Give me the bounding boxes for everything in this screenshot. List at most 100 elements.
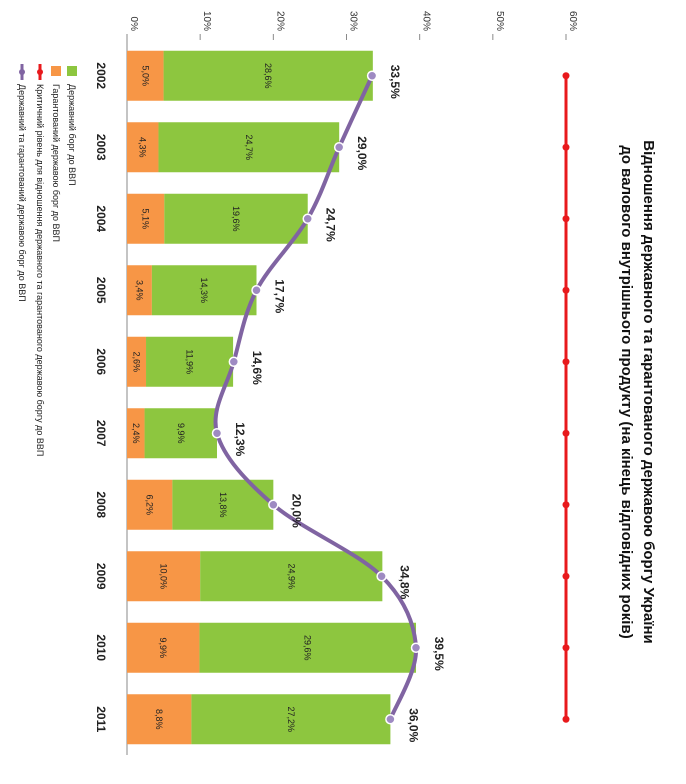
total-debt-marker bbox=[268, 499, 279, 510]
value-tick-label: 60% bbox=[567, 11, 578, 31]
category-axis-labels: 2002 2003 2004 2005 2006 2007 2008 2009 2010 2011 bbox=[94, 62, 108, 732]
total-series: 33,5% 29,0% 24,7% 17,7% 14,6% 12,3% 20,0% 34,8%… bbox=[211, 65, 446, 743]
data-label-state-debt: 13,8% bbox=[218, 492, 228, 518]
chart-title: Відношення державного та гарантованого д… bbox=[618, 140, 657, 644]
total-debt-marker bbox=[366, 70, 378, 81]
legend-label: Державний борг до ВВП bbox=[67, 84, 77, 186]
category-label: 2008 bbox=[94, 491, 108, 518]
data-label-guaranteed-debt: 6,2% bbox=[145, 494, 155, 515]
critical-level-marker bbox=[562, 215, 570, 223]
critical-level-marker bbox=[562, 572, 570, 580]
bar-guaranteed-debt bbox=[127, 50, 164, 101]
chart-title-line-2: до валового внутрішнього продукту (на кі… bbox=[618, 145, 635, 638]
total-debt-marker bbox=[251, 285, 262, 296]
bar-state-debt bbox=[191, 694, 391, 745]
data-label-guaranteed-debt: 5,0% bbox=[140, 65, 150, 86]
category-label: 2011 bbox=[94, 706, 108, 732]
legend-item: Державний та гарантований державою борг … bbox=[17, 64, 27, 302]
bar-state-debt bbox=[164, 193, 308, 244]
bar-state-debt bbox=[163, 50, 373, 101]
bar-state-debt bbox=[144, 408, 217, 459]
category-label: 2007 bbox=[94, 420, 108, 447]
critical-level-marker bbox=[562, 429, 570, 437]
data-label-state-debt: 19,6% bbox=[231, 206, 241, 232]
bar-state-debt bbox=[151, 265, 257, 316]
data-label-total-debt: 20,0% bbox=[289, 494, 303, 528]
data-label-total-debt: 12,3% bbox=[233, 422, 247, 456]
category-label: 2002 bbox=[94, 62, 108, 89]
data-label-total-debt: 17,7% bbox=[273, 279, 287, 313]
bar-state-debt bbox=[199, 622, 417, 673]
value-tick-label: 20% bbox=[274, 11, 285, 31]
data-label-guaranteed-debt: 8,8% bbox=[154, 709, 164, 730]
critical-level-marker bbox=[562, 358, 570, 366]
value-tick-label: 0% bbox=[128, 17, 139, 32]
value-tick-label: 30% bbox=[348, 11, 359, 31]
data-label-state-debt: 11,9% bbox=[185, 349, 195, 374]
value-axis-ticks: 0% 10% 20% 30% 40% 50% 60% bbox=[126, 11, 578, 40]
legend-item: Державний борг до ВВП bbox=[67, 66, 77, 186]
data-label-guaranteed-debt: 2,4% bbox=[131, 423, 141, 444]
legend-item: Критичний рівень для відношення державно… bbox=[35, 64, 45, 456]
legend-marker-swatch bbox=[19, 69, 25, 75]
bar-guaranteed-debt bbox=[127, 265, 152, 316]
bar-guaranteed-debt bbox=[127, 622, 200, 673]
data-label-guaranteed-debt: 10,0% bbox=[159, 563, 169, 589]
value-tick-label: 50% bbox=[494, 11, 505, 31]
critical-level-marker bbox=[562, 501, 570, 509]
data-label-state-debt: 9,9% bbox=[176, 423, 186, 444]
data-label-guaranteed-debt: 9,9% bbox=[158, 637, 168, 658]
critical-level-marker bbox=[562, 644, 570, 652]
data-label-state-debt: 24,9% bbox=[286, 563, 296, 589]
bar-state-debt bbox=[200, 551, 383, 602]
bar-state-debt bbox=[146, 336, 234, 387]
total-debt-marker bbox=[211, 428, 223, 439]
bar-guaranteed-debt bbox=[127, 694, 192, 745]
data-label-total-debt: 33,5% bbox=[388, 65, 402, 99]
data-label-state-debt: 28,6% bbox=[263, 63, 273, 89]
total-debt-marker bbox=[302, 213, 313, 224]
total-debt-marker bbox=[410, 642, 422, 653]
data-label-state-debt: 27,2% bbox=[286, 706, 296, 732]
data-label-total-debt: 36,0% bbox=[406, 708, 420, 742]
legend-color-swatch bbox=[51, 66, 61, 76]
bar-guaranteed-debt bbox=[127, 193, 165, 244]
category-label: 2010 bbox=[94, 634, 108, 661]
legend-marker-swatch bbox=[37, 69, 43, 75]
total-debt-marker bbox=[385, 714, 396, 725]
data-label-state-debt: 24,7% bbox=[244, 134, 254, 160]
category-label: 2003 bbox=[94, 134, 108, 161]
data-label-guaranteed-debt: 5,1% bbox=[141, 208, 151, 229]
data-label-guaranteed-debt: 4,3% bbox=[138, 137, 148, 158]
data-label-total-debt: 34,8% bbox=[398, 565, 412, 599]
legend-label: Критичний рівень для відношення державно… bbox=[35, 84, 45, 456]
value-tick-label: 10% bbox=[201, 11, 212, 31]
data-label-guaranteed-debt: 3,4% bbox=[134, 280, 144, 301]
data-label-state-debt: 29,6% bbox=[303, 635, 313, 661]
bar-guaranteed-debt bbox=[127, 122, 159, 173]
bar-state-debt bbox=[158, 122, 340, 173]
critical-level-marker bbox=[562, 715, 570, 723]
chart-title-line-1: Відношення державного та гарантованого д… bbox=[640, 140, 657, 644]
data-label-total-debt: 39,5% bbox=[432, 637, 446, 671]
critical-level-series bbox=[562, 72, 570, 723]
category-label: 2009 bbox=[94, 563, 108, 590]
legend-label: Гарантований державою борг до ВВП bbox=[51, 84, 61, 242]
total-debt-line bbox=[213, 73, 419, 722]
data-label-state-debt: 14,3% bbox=[199, 277, 209, 303]
bar-guaranteed-debt bbox=[127, 408, 145, 459]
critical-level-marker bbox=[562, 286, 570, 294]
category-label: 2004 bbox=[94, 205, 108, 232]
legend-color-swatch bbox=[67, 66, 77, 76]
bar-series: 5,0% 28,6% 4,3% 24,7% 5,1% 19,6% 3,4% 14,3% 2,6%… bbox=[127, 50, 417, 745]
data-label-total-debt: 14,6% bbox=[250, 351, 264, 385]
critical-level-marker bbox=[562, 72, 570, 80]
data-label-total-debt: 24,7% bbox=[324, 208, 338, 242]
category-label: 2006 bbox=[94, 348, 108, 375]
category-label: 2005 bbox=[94, 277, 108, 304]
bar-guaranteed-debt bbox=[127, 479, 173, 530]
total-debt-marker bbox=[228, 356, 240, 367]
data-label-guaranteed-debt: 2,6% bbox=[132, 351, 142, 372]
legend-item: Гарантований державою борг до ВВП bbox=[51, 66, 61, 242]
